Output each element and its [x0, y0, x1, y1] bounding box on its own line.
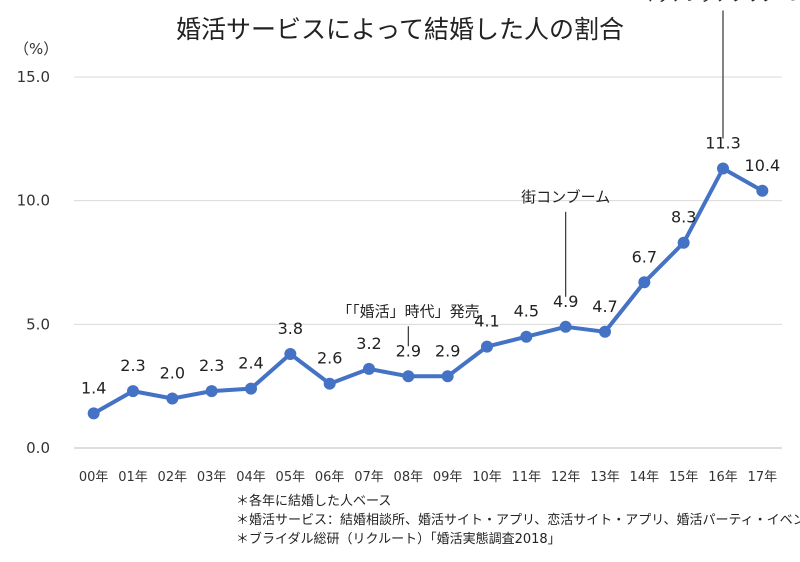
data-label: 4.7 [592, 297, 617, 316]
x-tick-label: 10年 [472, 470, 502, 485]
footnote-base: ＊各年に結婚した人ベース [236, 494, 392, 509]
data-label: 3.2 [356, 334, 381, 353]
data-label: 4.1 [474, 312, 499, 331]
x-tick-label: 11年 [512, 470, 542, 485]
x-tick-label: 06年 [315, 470, 345, 485]
x-tick-label: 15年 [669, 470, 699, 485]
data-label: 1.4 [81, 378, 106, 397]
data-label: 2.4 [238, 354, 263, 373]
data-point [481, 340, 493, 353]
data-point [441, 370, 454, 383]
annotation-label: 街コンブーム [521, 188, 610, 206]
x-tick-label: 00年 [79, 470, 109, 485]
data-label: 4.9 [553, 292, 578, 311]
data-label: 11.3 [705, 134, 741, 153]
x-tick-label: 01年 [118, 470, 148, 485]
data-label: 8.3 [671, 208, 696, 227]
y-tick-label: 5.0 [26, 315, 50, 333]
x-tick-label: 07年 [354, 470, 384, 485]
x-tick-label: 02年 [158, 470, 188, 485]
y-tick-label: 0.0 [26, 439, 50, 457]
data-point [245, 382, 257, 395]
data-label: 2.9 [396, 341, 421, 360]
x-tick-label: 05年 [276, 470, 306, 485]
data-point [717, 162, 729, 175]
data-point [402, 370, 415, 383]
data-label: 3.8 [278, 319, 303, 338]
data-point [677, 236, 690, 249]
data-point [520, 330, 533, 343]
x-tick-label: 13年 [590, 470, 620, 485]
data-label: 2.0 [160, 364, 185, 383]
data-point [363, 362, 375, 375]
x-tick-label: 14年 [630, 470, 660, 485]
annotation-label: マッチングアプリブーム [641, 0, 800, 5]
data-point [87, 407, 100, 420]
y-axis-unit-label: （%） [14, 40, 59, 58]
footnote-definition: ＊婚活サービス：結婚相談所、婚活サイト・アプリ、恋活サイト・アプリ、婚活パーティ… [236, 513, 800, 528]
x-tick-label: 03年 [197, 470, 227, 485]
data-point [166, 392, 179, 405]
data-label: 2.9 [435, 341, 460, 360]
data-point [559, 320, 572, 333]
data-point [756, 184, 769, 197]
annotation-label: 「「婚活」時代」発売 [337, 302, 480, 320]
x-tick-label: 08年 [394, 470, 424, 485]
x-tick-label: 17年 [748, 470, 778, 485]
y-tick-label: 15.0 [17, 68, 50, 86]
y-tick-label: 10.0 [17, 192, 50, 210]
data-label: 10.4 [745, 156, 781, 175]
data-point [599, 325, 611, 338]
data-label: 2.3 [199, 356, 224, 375]
data-point [284, 348, 297, 361]
x-tick-label: 09年 [433, 470, 463, 485]
data-label: 2.3 [120, 356, 145, 375]
series-line [91, 166, 765, 416]
data-label: 4.5 [514, 302, 539, 321]
x-tick-label: 12年 [551, 470, 581, 485]
x-tick-label: 16年 [708, 470, 738, 485]
data-point [127, 385, 139, 398]
chart-title: 婚活サービスによって結婚した人の割合 [175, 15, 624, 44]
x-tick-label: 04年 [236, 470, 266, 485]
footnotes: ＊各年に結婚した人ベース ＊婚活サービス：結婚相談所、婚活サイト・アプリ、恋活サ… [236, 492, 800, 549]
data-point [323, 377, 336, 390]
footnote-source: ＊ブライダル総研（リクルート）「婚活実態調査2018」 [236, 532, 561, 547]
data-label: 2.6 [317, 349, 342, 368]
data-point [638, 276, 651, 289]
data-label: 6.7 [632, 247, 657, 266]
data-point [205, 385, 218, 398]
